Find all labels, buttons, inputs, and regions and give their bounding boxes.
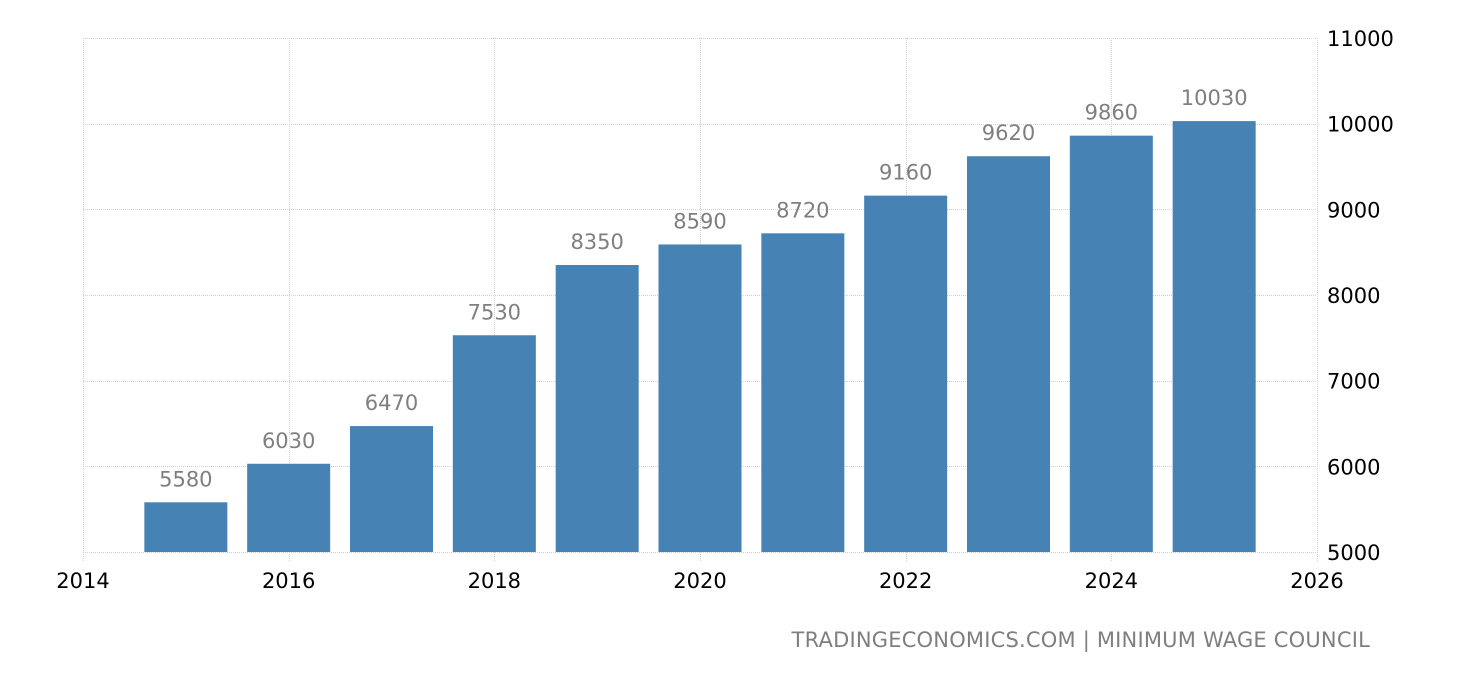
bar-2015[interactable] (144, 502, 228, 552)
x-tick-label: 2018 (468, 569, 521, 593)
data-label-2015: 5580 (159, 467, 212, 491)
y-tick-label: 10000 (1327, 113, 1394, 137)
y-tick-label: 9000 (1327, 198, 1380, 222)
y-tick-label: 11000 (1327, 27, 1394, 51)
source-attribution: TRADINGECONOMICS.COM | MINIMUM WAGE COUN… (791, 628, 1370, 652)
x-tick-label: 2016 (262, 569, 315, 593)
x-tick-label: 2024 (1085, 569, 1138, 593)
x-tick-label: 2026 (1290, 569, 1343, 593)
y-tick-label: 6000 (1327, 455, 1380, 479)
data-label-2018: 7530 (468, 300, 521, 324)
bar-2021[interactable] (761, 233, 845, 552)
data-label-2019: 8350 (570, 230, 623, 254)
bar-2025[interactable] (1172, 121, 1256, 552)
bar-2019[interactable] (555, 265, 639, 552)
y-tick-label: 8000 (1327, 284, 1380, 308)
bars (144, 121, 1256, 553)
y-tick-label: 7000 (1327, 370, 1380, 394)
data-label-2022: 9160 (879, 161, 932, 185)
data-label-2024: 9860 (1085, 101, 1138, 125)
bar-2020[interactable] (658, 244, 742, 552)
x-tick-label: 2020 (673, 569, 726, 593)
data-label-2017: 6470 (365, 391, 418, 415)
bar-2023[interactable] (967, 156, 1050, 552)
bar-2016[interactable] (247, 463, 331, 552)
y-axis: 5000 6000 7000 8000 9000 10000 11000 (1327, 27, 1394, 565)
bar-2018[interactable] (452, 335, 536, 552)
data-labels: 5580 6030 6470 7530 8350 8590 8720 9160 9620 9860… (159, 86, 1247, 491)
data-label-2020: 8590 (673, 209, 726, 233)
y-tick-label: 5000 (1327, 541, 1380, 565)
data-label-2023: 9620 (982, 121, 1035, 145)
data-label-2016: 6030 (262, 429, 315, 453)
data-label-2025: 10030 (1181, 86, 1248, 110)
x-axis: 2014 2016 2018 2020 2022 2024 2026 (56, 569, 1343, 593)
bar-2024[interactable] (1069, 135, 1153, 552)
bar-2017[interactable] (350, 426, 433, 552)
data-label-2021: 8720 (776, 198, 829, 222)
x-tick-label: 2014 (56, 569, 109, 593)
bar-2022[interactable] (864, 195, 948, 553)
x-tick-label: 2022 (879, 569, 932, 593)
